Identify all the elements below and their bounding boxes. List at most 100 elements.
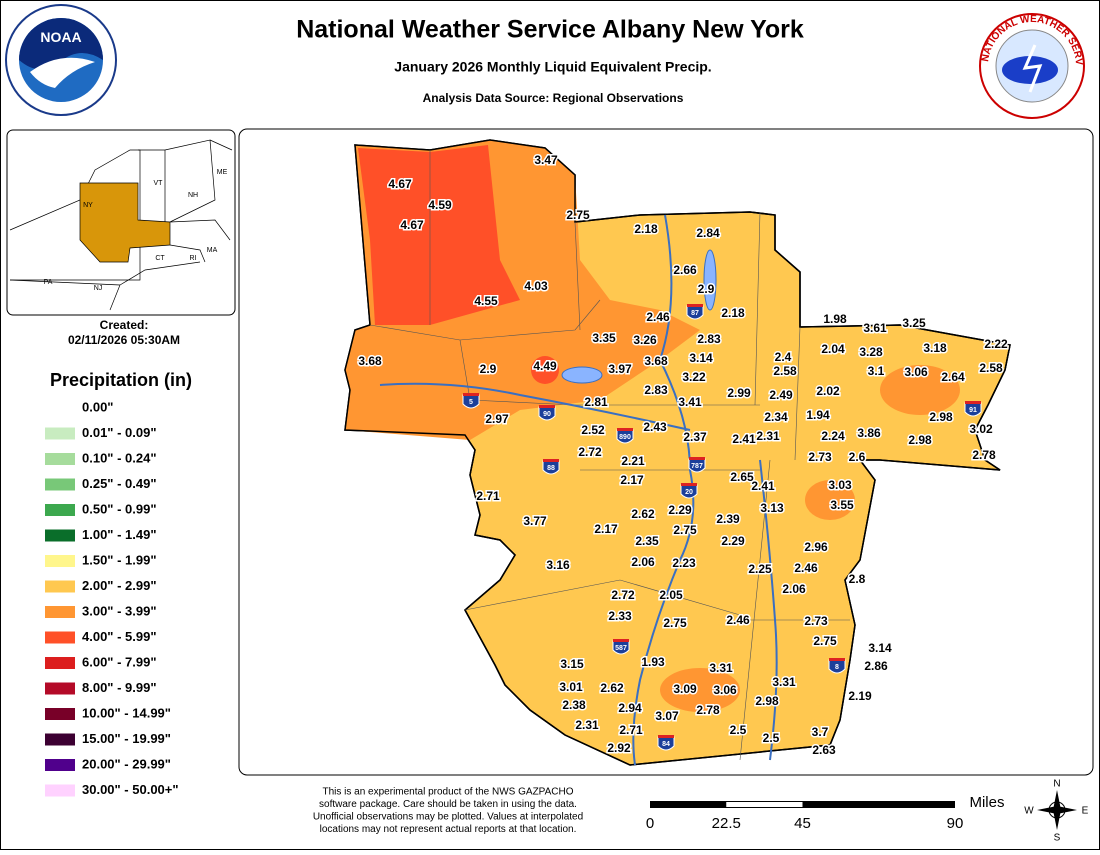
station-value: 2.29	[668, 503, 692, 517]
station-value: 3.13	[760, 501, 784, 515]
highway-shields: 87 90 890 88 787 20 5 587 84 8 91	[462, 304, 982, 751]
legend-swatch	[45, 555, 75, 567]
scale-tick-label: 0	[646, 815, 654, 832]
station-value: 2.46	[794, 561, 818, 575]
station-value: 3.31	[772, 675, 796, 689]
legend-label: 1.50" - 1.99"	[82, 552, 156, 567]
station-value: 4.67	[388, 177, 412, 191]
station-value: 3.1	[868, 364, 885, 378]
legend-label: 6.00" - 7.99"	[82, 654, 156, 669]
station-value: 2.24	[821, 429, 845, 443]
station-value: 2.33	[608, 609, 632, 623]
created-label: Created:	[100, 318, 149, 332]
compass-letter: N	[1053, 779, 1060, 790]
station-value: 2.46	[646, 310, 670, 324]
station-value: 2.6	[849, 450, 866, 464]
shield	[616, 429, 634, 444]
station-value: 3.25	[902, 316, 926, 330]
legend-label: 3.00" - 3.99"	[82, 603, 156, 618]
station-value: 3.77	[523, 514, 547, 528]
scale-bar-white	[726, 802, 803, 807]
station-value: 4.55	[474, 294, 498, 308]
shield	[680, 484, 698, 499]
station-value: 2.41	[732, 432, 756, 446]
disclaimer: This is an experimental product of the N…	[313, 787, 583, 836]
legend-swatch	[45, 759, 75, 771]
state-label: CT	[155, 255, 165, 262]
shield-number: 587	[615, 645, 627, 652]
legend-swatch	[45, 784, 75, 797]
station-value: 3.14	[689, 351, 713, 365]
station-value: 2.62	[631, 507, 655, 521]
shield	[612, 640, 630, 655]
compass-letter: S	[1054, 833, 1061, 844]
station-value: 2.98	[908, 433, 932, 447]
legend-swatch	[45, 453, 75, 465]
station-value: 2.75	[813, 634, 837, 648]
shield-top	[681, 483, 697, 486]
shield-top	[687, 304, 703, 307]
station-value: 1.93	[641, 655, 665, 669]
station-value: 3.68	[644, 354, 668, 368]
legend-label: 0.01" - 0.09"	[82, 425, 156, 440]
station-value: 2.71	[476, 489, 500, 503]
disclaimer-line: Unofficial observations may be plotted. …	[313, 812, 583, 823]
legend-swatch	[45, 631, 75, 644]
legend-label: 0.25" - 0.49"	[82, 476, 156, 491]
station-value: 2.83	[644, 383, 668, 397]
station-value: 2.62	[600, 681, 624, 695]
station-value: 2.5	[763, 731, 780, 745]
shield	[686, 305, 704, 320]
station-value: 2.06	[631, 555, 655, 569]
scale-unit: Miles	[969, 794, 1004, 811]
station-value: 2.34	[764, 410, 788, 424]
station-value: 1.98	[823, 312, 847, 326]
station-value: 3.15	[560, 657, 584, 671]
station-value: 2.99	[727, 386, 751, 400]
station-value: 2.18	[634, 222, 658, 236]
scale-tick-label: 90	[947, 815, 964, 832]
station-value: 2.58	[979, 361, 1003, 375]
shield-number: 88	[547, 465, 555, 472]
shield-top	[539, 405, 555, 408]
station-value: 2.38	[562, 698, 586, 712]
shield	[542, 460, 560, 475]
compass: N S E W	[1024, 779, 1088, 844]
station-value: 2.02	[816, 384, 840, 398]
station-value: 4.59	[428, 198, 452, 212]
station-value: 3.47	[534, 153, 558, 167]
station-value: 2.37	[683, 430, 707, 444]
compass-letter: W	[1024, 806, 1034, 817]
state-label: NH	[188, 192, 198, 199]
station-value: 3.35	[592, 331, 616, 345]
legend-label: 30.00" - 50.00+"	[82, 782, 179, 797]
stations: 4.67 4.59 4.67 3.47 2.75 2.18 2.84 4.03 4.55 2.66…	[357, 152, 1010, 759]
noaa-logo: NOAA	[5, 4, 117, 116]
station-value: 4.03	[524, 279, 548, 293]
station-value: 2.25	[748, 562, 772, 576]
station-value: 3.28	[859, 345, 883, 359]
station-value: 2.8	[849, 572, 866, 586]
station-value: 3.02	[969, 422, 993, 436]
station-value: 2.96	[804, 540, 828, 554]
station-value: 2.52	[581, 423, 605, 437]
station-value: 3.16	[546, 558, 570, 572]
legend-label: 0.50" - 0.99"	[82, 501, 156, 516]
legend-label: 0.10" - 0.24"	[82, 450, 156, 465]
station-value: 2.71	[619, 723, 643, 737]
legend-swatch	[45, 478, 75, 491]
shield-top	[617, 428, 633, 431]
shield-top	[965, 401, 981, 404]
station-value: 2.9	[698, 282, 715, 296]
title: National Weather Service Albany New York	[296, 16, 804, 44]
legend-swatch	[45, 708, 75, 720]
station-value: 2.84	[696, 226, 720, 240]
state-label: NJ	[94, 285, 103, 292]
station-value: 2.72	[578, 445, 602, 459]
station-value: 3.26	[633, 333, 657, 347]
station-value: 2.06	[782, 582, 806, 596]
station-value: 3.41	[678, 395, 702, 409]
disclaimer-line: locations may not represent actual repor…	[320, 824, 577, 835]
scale-bar: 0 22.5 45 90 Miles	[646, 794, 1005, 832]
